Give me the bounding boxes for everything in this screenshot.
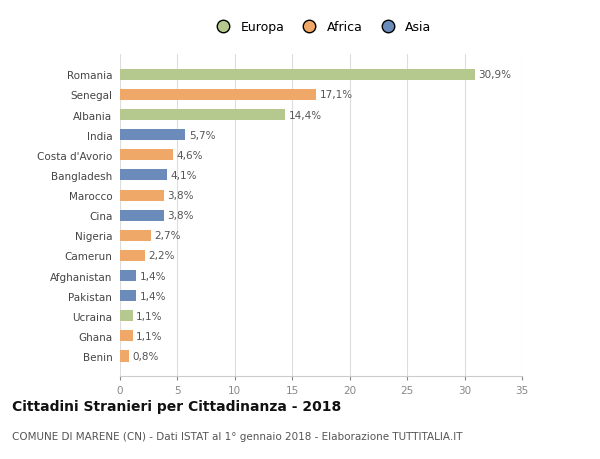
Text: 4,6%: 4,6% xyxy=(176,151,203,161)
Legend: Europa, Africa, Asia: Europa, Africa, Asia xyxy=(205,17,436,39)
Bar xyxy=(120,351,129,362)
Bar xyxy=(120,250,145,262)
Text: 4,1%: 4,1% xyxy=(170,171,197,180)
Text: 1,1%: 1,1% xyxy=(136,331,163,341)
Text: 14,4%: 14,4% xyxy=(289,110,322,120)
Bar xyxy=(120,311,133,322)
Text: 1,4%: 1,4% xyxy=(140,291,166,301)
Bar xyxy=(120,190,164,201)
Bar xyxy=(120,110,286,121)
Bar xyxy=(120,330,133,341)
Bar xyxy=(120,150,173,161)
Bar xyxy=(120,90,316,101)
Text: 1,1%: 1,1% xyxy=(136,311,163,321)
Text: 3,8%: 3,8% xyxy=(167,211,194,221)
Bar xyxy=(120,130,185,141)
Text: Cittadini Stranieri per Cittadinanza - 2018: Cittadini Stranieri per Cittadinanza - 2… xyxy=(12,399,341,413)
Bar xyxy=(120,230,151,241)
Text: 3,8%: 3,8% xyxy=(167,190,194,201)
Text: 1,4%: 1,4% xyxy=(140,271,166,281)
Text: COMUNE DI MARENE (CN) - Dati ISTAT al 1° gennaio 2018 - Elaborazione TUTTITALIA.: COMUNE DI MARENE (CN) - Dati ISTAT al 1°… xyxy=(12,431,463,442)
Bar xyxy=(120,70,475,81)
Text: 17,1%: 17,1% xyxy=(320,90,353,100)
Bar xyxy=(120,170,167,181)
Bar xyxy=(120,291,136,302)
Text: 30,9%: 30,9% xyxy=(478,70,511,80)
Text: 5,7%: 5,7% xyxy=(189,130,215,140)
Bar xyxy=(120,210,164,221)
Text: 0,8%: 0,8% xyxy=(133,351,159,361)
Text: 2,2%: 2,2% xyxy=(149,251,175,261)
Text: 2,7%: 2,7% xyxy=(154,231,181,241)
Bar xyxy=(120,270,136,281)
